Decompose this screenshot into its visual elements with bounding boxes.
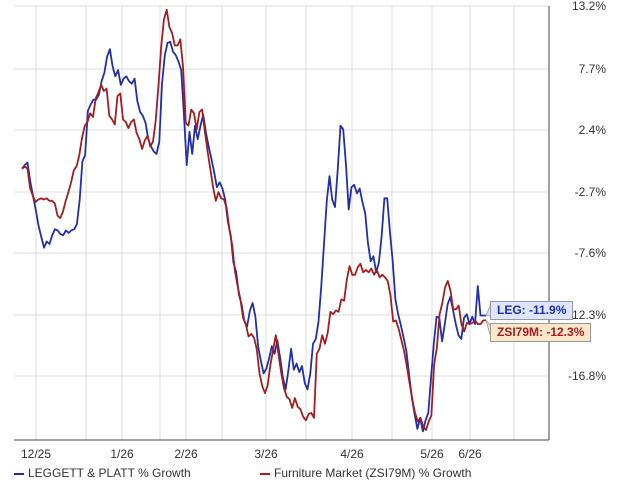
x-tick-label: 12/25 [21,447,51,461]
leg-last-value-label: LEG: -11.9% [490,301,574,320]
y-tick-label: -2.7% [575,185,607,199]
x-tick-label: 5/26 [420,447,444,461]
y-tick-label: -7.6% [575,246,607,260]
legend-swatch [14,472,24,475]
legend-item-leggett: LEGGETT & PLATT % Growth [14,466,191,480]
legend-swatch [260,472,270,475]
series-line-0 [21,40,486,433]
x-tick-labels: 12/25 1/26 2/26 3/26 4/26 5/26 6/26 [21,447,482,461]
legend-label: LEGGETT & PLATT % Growth [28,466,191,480]
x-tick-label: 1/26 [110,447,134,461]
legend-item-furniture-market: Furniture Market (ZSI79M) % Growth [260,466,471,480]
y-tick-labels: 13.2% 7.7% 2.4% -2.7% -7.6% -12.3% -16.8% [568,0,606,383]
x-tick-label: 2/26 [174,447,198,461]
y-tick-label: 2.4% [579,123,607,137]
x-tick-label: 3/26 [254,447,278,461]
x-tick-label: 6/26 [458,447,482,461]
series-line-1 [21,8,486,431]
y-tick-label: 13.2% [572,0,606,13]
y-tick-label: 7.7% [579,62,607,76]
zsi79m-last-value-label: ZSI79M: -12.3% [490,323,592,342]
axes [14,6,550,441]
series-lines [21,8,492,433]
y-tick-label: -12.3% [568,308,606,322]
legend-label: Furniture Market (ZSI79M) % Growth [274,466,472,480]
x-tick-label: 4/26 [340,447,364,461]
y-tick-label: -16.8% [568,369,606,383]
